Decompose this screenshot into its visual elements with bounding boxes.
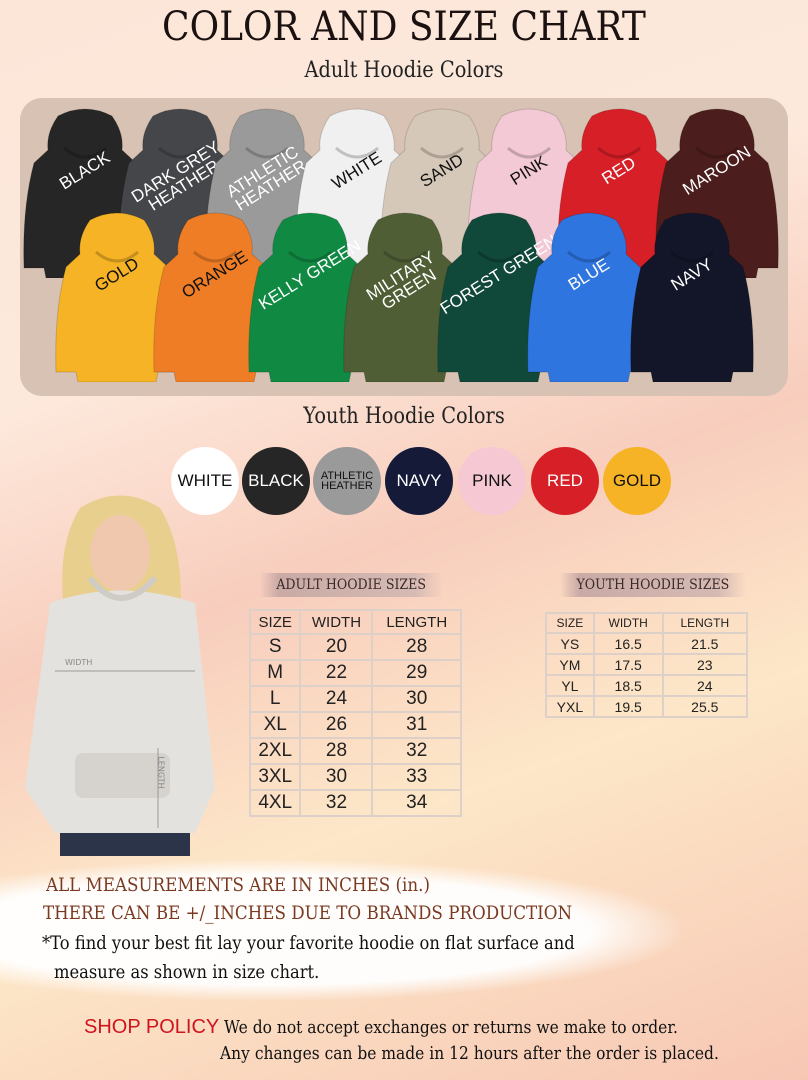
column-header: LENGTH [661, 612, 749, 634]
table-cell: 25.5 [661, 695, 749, 718]
hoodie-icon [630, 212, 754, 382]
table-cell: 20 [299, 633, 374, 661]
table-cell: 28 [371, 633, 462, 661]
shop-policy-line2: Any changes can be made in 12 hours afte… [220, 1043, 719, 1064]
table-row: S 20 28 [248, 633, 462, 661]
note-fit-cont: measure as shown in size chart. [54, 961, 320, 983]
table-cell: 22 [299, 659, 374, 687]
table-cell: 23 [661, 653, 749, 676]
table-cell: YM [545, 653, 595, 676]
youth-size-table: SIZE WIDTH LENGTH YS 16.5 21.5 YM 17.5 23 YL 18.5 2… [545, 612, 749, 718]
table-cell: 4XL [248, 789, 302, 817]
table-row: XL 26 31 [248, 711, 462, 739]
youth-color-swatch: BLACK [242, 447, 310, 515]
notes-background [0, 860, 680, 1000]
table-cell: M [248, 659, 302, 687]
note-units: ALL MEASUREMENTS ARE IN INCHES (in.) [46, 874, 431, 896]
hoodie-swatch: NAVY [625, 212, 759, 382]
table-cell: 31 [371, 711, 462, 739]
column-header: LENGTH [371, 609, 462, 635]
table-row: YM 17.5 23 [545, 653, 749, 676]
table-row: L 24 30 [248, 685, 462, 713]
adult-size-table: SIZE WIDTH LENGTH S 20 28 M 22 29 L 24 30 XL 26 31 2XL 2… [248, 609, 462, 817]
youth-colors-heading: Youth Hoodie Colors [303, 404, 505, 429]
width-label: WIDTH [65, 658, 93, 667]
table-row: M 22 29 [248, 659, 462, 687]
table-cell: YS [545, 632, 595, 655]
table-row: 4XL 32 34 [248, 789, 462, 817]
youth-color-swatch: WHITE [171, 447, 239, 515]
note-variance: THERE CAN BE +/_INCHES DUE TO BRANDS PRO… [43, 902, 573, 924]
adult-sizes-heading: ADULT HOODIE SIZES [260, 573, 443, 597]
column-header: WIDTH [592, 612, 664, 634]
table-cell: 30 [371, 685, 462, 713]
youth-color-swatch: ATHLETIC HEATHER [313, 447, 381, 515]
shop-policy-line1: We do not accept exchanges or returns we… [224, 1017, 679, 1038]
table-cell: 24 [299, 685, 374, 713]
table-row: 3XL 30 33 [248, 763, 462, 791]
page-title: COLOR AND SIZE CHART [162, 4, 646, 50]
adult-colors-heading: Adult Hoodie Colors [304, 58, 504, 83]
length-label: LENGTH [156, 756, 166, 789]
table-row: YXL 19.5 25.5 [545, 695, 749, 718]
table-row: YS 16.5 21.5 [545, 632, 749, 655]
column-header: WIDTH [299, 609, 374, 635]
table-cell: 28 [299, 737, 374, 765]
table-cell: YL [545, 674, 595, 697]
table-cell: XL [248, 711, 302, 739]
table-cell: 29 [371, 659, 462, 687]
table-cell: L [248, 685, 302, 713]
table-cell: 2XL [248, 737, 302, 765]
hoodie-icon [527, 212, 651, 382]
table-cell: 33 [371, 763, 462, 791]
table-cell: 32 [371, 737, 462, 765]
table-cell: YXL [545, 695, 595, 718]
table-row: 2XL 28 32 [248, 737, 462, 765]
column-header: SIZE [248, 609, 302, 635]
table-cell: 32 [299, 789, 374, 817]
table-cell: 18.5 [592, 674, 664, 697]
shop-policy-label: SHOP POLICY [84, 1016, 220, 1038]
table-cell: 16.5 [592, 632, 664, 655]
table-row: YL 18.5 24 [545, 674, 749, 697]
youth-color-swatch: RED [531, 447, 599, 515]
table-header: SIZE WIDTH LENGTH [248, 609, 462, 635]
table-cell: 3XL [248, 763, 302, 791]
model-photo: WIDTH LENGTH [20, 488, 225, 856]
column-header: SIZE [545, 612, 595, 634]
table-header: SIZE WIDTH LENGTH [545, 612, 749, 634]
youth-color-swatch: PINK [458, 447, 526, 515]
table-cell: 24 [661, 674, 749, 697]
youth-color-swatch: GOLD [603, 447, 671, 515]
table-cell: 21.5 [661, 632, 749, 655]
table-cell: 19.5 [592, 695, 664, 718]
youth-sizes-heading: YOUTH HOODIE SIZES [560, 573, 746, 597]
table-cell: 30 [299, 763, 374, 791]
table-cell: 26 [299, 711, 374, 739]
hoodie-swatch: BLUE [522, 212, 656, 382]
note-fit: *To find your best fit lay your favorite… [42, 932, 575, 954]
youth-color-swatch: NAVY [385, 447, 453, 515]
shop-policy: SHOP POLICY We do not accept exchanges o… [84, 1016, 752, 1039]
table-cell: S [248, 633, 302, 661]
table-cell: 34 [371, 789, 462, 817]
table-cell: 17.5 [592, 653, 664, 676]
